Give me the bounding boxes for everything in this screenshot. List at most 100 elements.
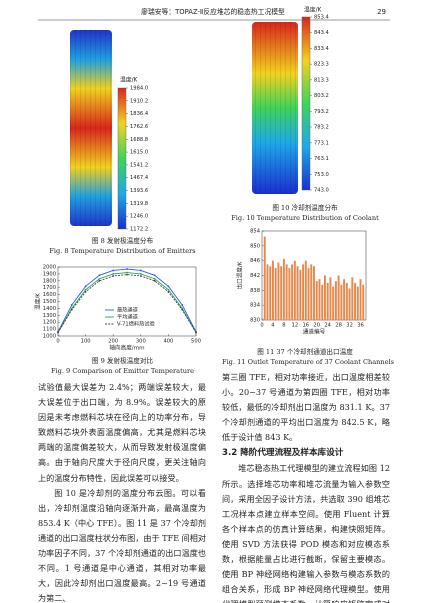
colorbar-tick-label: 1319.8	[130, 201, 148, 207]
bar	[332, 286, 335, 320]
bar	[345, 282, 348, 320]
bar	[356, 286, 359, 320]
series-point	[57, 331, 59, 334]
fig9-caption-cn: 图 9 发射极温度对比	[91, 357, 154, 365]
series-point	[126, 271, 128, 274]
x-tick-label: 100	[81, 339, 91, 345]
series-point	[112, 269, 115, 272]
series-point	[98, 279, 101, 282]
y-tick-label: 850	[250, 243, 260, 249]
colorbar	[117, 87, 127, 230]
x-axis-label: 通道编号	[303, 328, 326, 336]
bar	[354, 282, 357, 320]
series-point	[153, 279, 156, 282]
y-tick-label: 1000	[43, 334, 56, 340]
fig10-caption-en: Fig. 10 Temperature Distribution of Cool…	[231, 214, 379, 222]
x-tick-label: 24	[324, 323, 331, 329]
bar	[359, 279, 362, 320]
x-tick-label: 300	[136, 339, 146, 345]
bar	[299, 269, 302, 320]
series-point	[70, 304, 73, 306]
colorbar-tick-label: 1836.4	[130, 111, 149, 117]
colorbar	[301, 16, 311, 191]
bar	[329, 277, 332, 320]
series-point	[126, 273, 128, 276]
colorbar-tick-label: 1762.6	[130, 124, 148, 130]
bar	[340, 284, 343, 320]
series-point	[112, 273, 115, 275]
bar	[304, 260, 307, 320]
series-point	[167, 288, 170, 291]
running-title: 廖瑞安等：TOPAZ-Ⅱ反应堆芯的稳态热工况模型	[141, 7, 285, 16]
paragraph: 堆芯稳态热工代理模型的建立流程如图 12 所示。选择堆芯功率和堆芯流量为输入参数…	[222, 463, 390, 603]
paragraph: 试验值最大误差为 2.4%；两端误差较大，最大误差位于出口端，为 8.9%。误差…	[38, 382, 206, 483]
series-point	[84, 288, 87, 291]
left-column: 试验值最大误差为 2.4%；两端误差较大，最大误差位于出口端，为 8.9%。误差…	[38, 380, 206, 603]
x-tick-label: 36	[357, 323, 364, 329]
colorbar-tick-label: 763.1	[314, 156, 329, 162]
series-point	[139, 273, 142, 275]
y-tick-label: 834	[250, 303, 261, 309]
y-tick-label: 854	[250, 229, 261, 235]
x-tick-label: 12	[292, 323, 299, 329]
bar	[313, 266, 315, 320]
bar	[348, 288, 351, 320]
series-point	[98, 277, 101, 280]
bar	[307, 268, 310, 320]
bar	[271, 260, 274, 320]
series-line	[57, 274, 197, 333]
series-point	[70, 307, 73, 310]
colorbar-label: 温度/K	[304, 6, 322, 14]
bar	[291, 264, 294, 320]
y-tick-label: 846	[250, 258, 260, 264]
x-tick-label: 16	[302, 323, 309, 329]
x-tick-label: 0	[260, 323, 263, 329]
colorbar-tick-label: 1393.6	[130, 188, 148, 194]
series-point	[126, 268, 128, 270]
colorbar-label: 温度/K	[120, 76, 138, 84]
colorbar-tick-label: 783.2	[314, 125, 329, 131]
series-point	[153, 274, 156, 277]
bar	[318, 279, 321, 320]
bar	[293, 260, 296, 320]
paragraph: 图 10 是冷却剂的温度分布云图。可以看出，冷却剂温度沿轴向逐渐升高，最高温度为…	[38, 487, 206, 603]
colorbar-tick-label: 1467.4	[130, 175, 149, 181]
emitter-mesh	[70, 30, 112, 226]
y-tick-label: 838	[250, 288, 260, 294]
bar	[288, 268, 291, 320]
x-tick-label: 4	[271, 323, 275, 329]
series-point	[84, 285, 87, 288]
x-tick-label: 400	[163, 339, 173, 345]
bar	[280, 266, 283, 320]
series-point	[70, 308, 73, 311]
colorbar-tick-label: 773.1	[314, 140, 329, 146]
y-tick-label: 1500	[43, 299, 56, 305]
bar	[266, 264, 269, 320]
colorbar-tick-label: 753.0	[314, 172, 329, 178]
colorbar-tick-label: 813.3	[314, 77, 329, 83]
series-point	[112, 275, 115, 277]
series-point	[181, 304, 184, 306]
x-tick-label: 200	[108, 339, 118, 345]
series-point	[195, 331, 197, 334]
y-tick-label: 1100	[43, 327, 56, 333]
page-number: 29	[377, 8, 386, 16]
y-tick-label: 1200	[43, 320, 56, 326]
bar	[263, 236, 266, 320]
colorbar-tick-label: 743.0	[314, 188, 329, 194]
y-tick-label: 2000	[43, 265, 56, 271]
series-point	[98, 274, 101, 277]
bar	[334, 281, 337, 320]
colorbar-tick-label: 803.2	[314, 93, 329, 99]
y-tick-label: 1400	[43, 306, 56, 312]
bar	[343, 279, 346, 320]
bar	[274, 268, 277, 320]
bar	[351, 277, 354, 320]
y-tick-label: 1900	[43, 271, 56, 277]
bar	[282, 258, 285, 320]
right-column: 第三圈 TFE，相对功率接近，出口温度相差较小。20~37 号通道为第四圈 TF…	[222, 370, 390, 603]
bar	[337, 275, 340, 320]
fig9-caption-en: Fig. 9 Comparison of Emitter Temperature	[50, 367, 195, 375]
x-tick-label: 32	[346, 323, 353, 329]
